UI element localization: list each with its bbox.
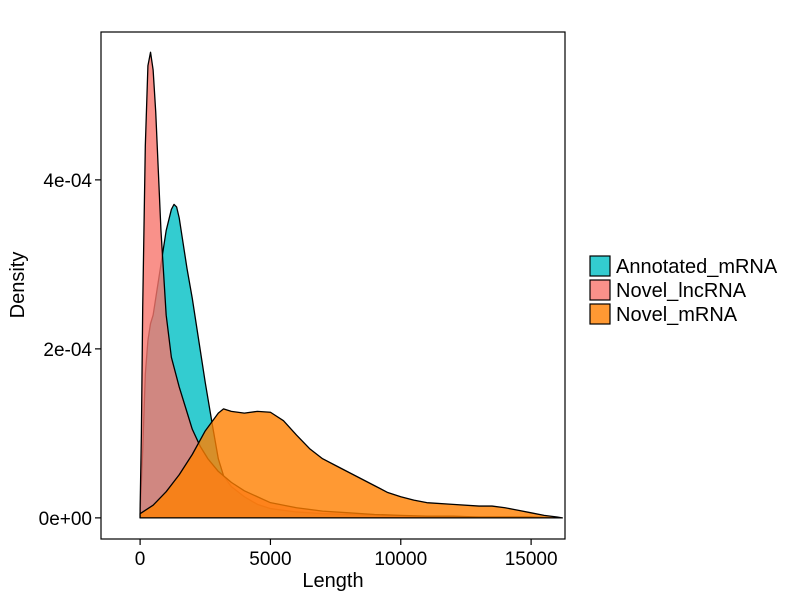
x-tick-label: 5000: [249, 549, 291, 570]
legend-key-annotated-mrna: [589, 255, 611, 277]
y-axis-title: Density: [7, 252, 29, 319]
x-tick-label: 15000: [505, 549, 558, 570]
legend-label: Annotated_mRNA: [616, 256, 778, 278]
x-tick-label: 10000: [374, 549, 427, 570]
y-tick-label: 2e-04: [43, 340, 92, 361]
series-layer: [139, 51, 564, 519]
density-area-novel-mrna: [139, 408, 564, 519]
legend-key-novel-lncrna: [589, 279, 611, 301]
legend-key-novel-mrna: [589, 303, 611, 325]
legend-label: Novel_lncRNA: [616, 280, 747, 302]
x-tick-label: 0: [135, 549, 146, 570]
y-axis-ticks: 0e+00 2e-04 4e-04: [39, 171, 101, 530]
x-axis-ticks: 0 5000 10000 15000: [135, 539, 558, 570]
y-tick-label: 4e-04: [43, 171, 92, 192]
y-tick-label: 0e+00: [39, 509, 92, 530]
x-axis-title: Length: [302, 570, 363, 592]
legend-label: Novel_mRNA: [616, 304, 738, 326]
plot-panel-border: [100, 31, 566, 540]
